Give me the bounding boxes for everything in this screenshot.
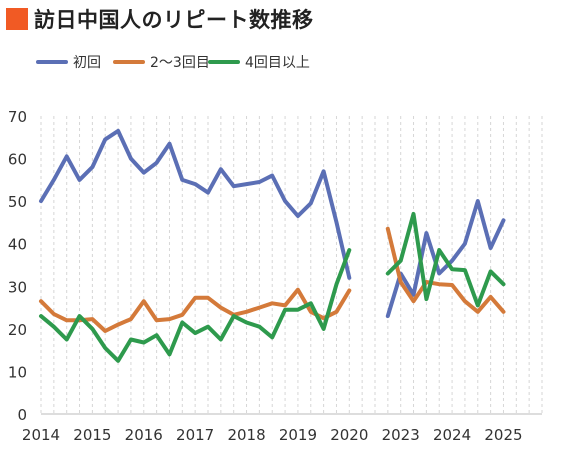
legend-label-2: 2～3回目 [150,55,210,71]
chart-title: 訪日中国人のリピート数推移 [34,8,314,32]
x-tick-label: 2024 [433,426,471,444]
series-1-line-segment-1 [39,128,352,280]
series-lines [39,128,506,363]
legend-label-3: 4回目以上 [245,55,310,71]
x-tick-label: 2020 [330,426,368,444]
x-tick-label: 2014 [22,426,60,444]
y-tick-label: 70 [8,108,27,126]
x-tick-label: 2017 [176,426,214,444]
legend: 初回 2～3回目 4回目以上 [36,54,310,71]
y-tick-label: 30 [8,278,27,296]
series-2-line-segment-1 [39,287,352,333]
grid [40,116,543,415]
x-tick-label: 2019 [279,426,317,444]
x-tick-label: 2016 [125,426,163,444]
y-tick-label: 0 [17,406,27,424]
y-axis: 0 10 20 30 40 50 60 70 [8,108,27,424]
legend-label-1: 初回 [73,54,101,71]
y-tick-label: 50 [8,193,27,211]
title-marker [6,8,28,30]
series-3-line-segment-2 [385,211,506,308]
y-tick-label: 40 [8,236,27,254]
y-tick-label: 10 [8,363,27,381]
x-tick-label: 2018 [227,426,265,444]
x-axis: 2014 2015 2016 2017 2018 2019 2020 2023 2024 2025 [22,426,523,444]
series-3-line-segment-1 [39,248,352,363]
x-tick-label: 2023 [382,426,420,444]
y-tick-label: 60 [8,151,27,169]
x-tick-label: 2025 [484,426,522,444]
title-block: 訪日中国人のリピート数推移 [6,4,314,34]
series-1-line-segment-2 [385,199,506,319]
y-tick-label: 20 [8,321,27,339]
series-2-line-segment-2 [385,226,506,314]
x-tick-label: 2015 [73,426,111,444]
